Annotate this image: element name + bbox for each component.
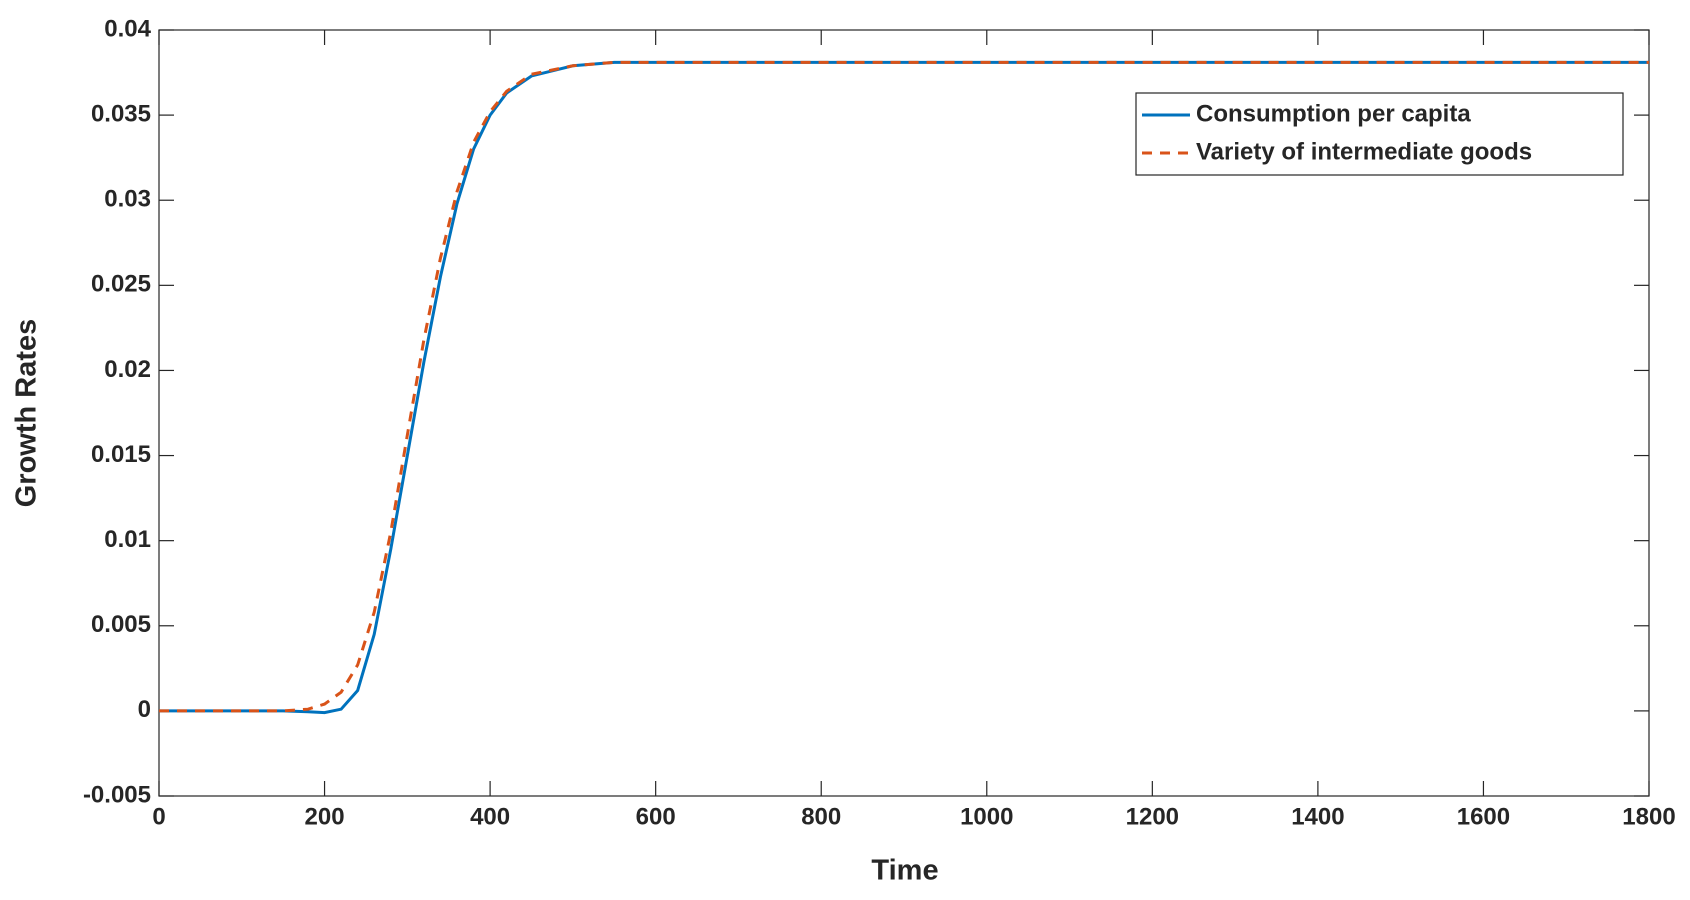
y-axis-label: Growth Rates	[11, 319, 43, 508]
y-tick-label: 0	[138, 696, 151, 723]
legend-label: Variety of intermediate goods	[1196, 138, 1532, 165]
x-axis-label: Time	[871, 855, 938, 887]
x-tick-label: 1600	[1457, 803, 1510, 830]
y-tick-label: 0.03	[104, 186, 151, 213]
x-tick-label: 800	[801, 803, 841, 830]
y-tick-label: 0.005	[91, 611, 151, 638]
x-tick-label: 600	[636, 803, 676, 830]
series-line	[159, 60, 1649, 715]
y-tick-label: 0.04	[104, 15, 151, 42]
y-tick-label: 0.01	[104, 526, 151, 553]
legend-label: Consumption per capita	[1196, 100, 1471, 127]
x-tick-label: 200	[305, 803, 345, 830]
legend-box	[1135, 92, 1624, 176]
x-tick-label: 1400	[1291, 803, 1344, 830]
y-tick-label: 0.02	[104, 356, 151, 383]
y-tick-label: 0.015	[91, 441, 151, 468]
series-line	[159, 60, 1649, 713]
y-tick-label: 0.035	[91, 100, 151, 127]
y-tick-label: -0.005	[83, 781, 151, 808]
x-tick-label: 400	[470, 803, 510, 830]
x-tick-label: 1800	[1622, 803, 1675, 830]
x-tick-label: 1000	[960, 803, 1013, 830]
x-tick-label: 1200	[1126, 803, 1179, 830]
y-tick-label: 0.025	[91, 271, 151, 298]
x-tick-label: 0	[152, 803, 165, 830]
